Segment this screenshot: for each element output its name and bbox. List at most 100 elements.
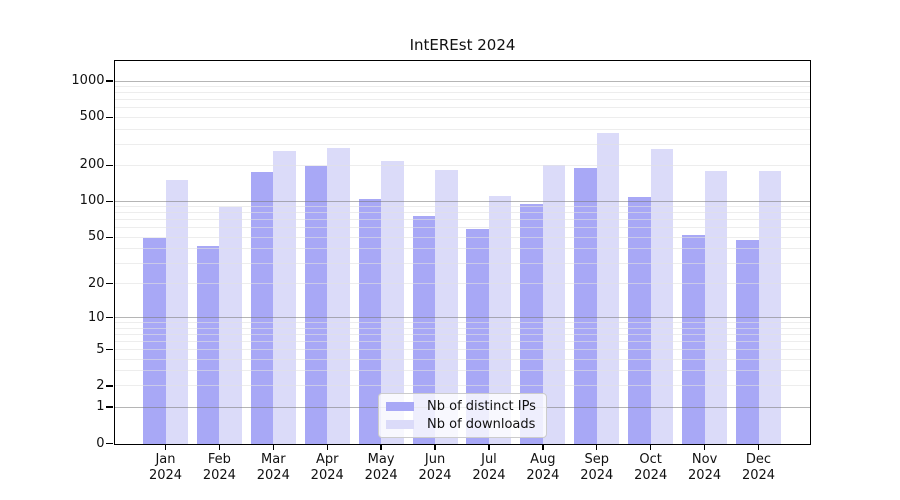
y-tick-label: 1000 (71, 73, 105, 89)
y-tick-label: 2 (96, 377, 105, 393)
x-tick-label: Sep 2024 (580, 451, 614, 484)
minor-gridline (114, 107, 810, 109)
minor-gridline (114, 116, 810, 118)
y-tick-mark (106, 317, 113, 319)
minor-gridline (114, 283, 810, 285)
minor-gridline (114, 227, 810, 229)
x-tick-label: Jan 2024 (148, 451, 183, 484)
bar-distinct-ips-oct (628, 197, 651, 444)
y-tick-label: 5 (96, 341, 105, 357)
minor-gridline (114, 212, 810, 214)
minor-gridline (114, 327, 810, 329)
x-tick-label: Nov 2024 (688, 451, 722, 484)
bar-downloads-mar (273, 151, 296, 444)
minor-gridline (114, 99, 810, 101)
minor-gridline (114, 206, 810, 208)
x-tick-mark (649, 445, 652, 450)
minor-gridline (114, 385, 810, 387)
legend-item-distinct-ips: Nb of distinct IPs (386, 399, 536, 414)
y-tick-mark (106, 80, 113, 82)
y-tick-mark (106, 442, 113, 445)
plot-area: 0 1 2 5 10 20 50 100 200 500 1000 Jan 2024 Feb 2024 M… (71, 59, 811, 483)
minor-gridline (114, 248, 810, 250)
y-tick-label: 10 (87, 309, 105, 325)
x-tick-label: Aug 2024 (526, 451, 560, 484)
x-tick-mark (542, 445, 544, 450)
x-tick-label: Jun 2024 (418, 451, 452, 484)
minor-gridline (114, 262, 810, 264)
x-tick-mark (434, 445, 436, 450)
bar-distinct-ips-dec (736, 240, 759, 444)
x-tick-mark (596, 445, 598, 450)
bar-distinct-ips-may (358, 198, 382, 444)
y-tick-mark (106, 283, 113, 285)
minor-gridline (114, 340, 810, 342)
x-tick-label: Mar 2024 (256, 451, 290, 484)
x-tick-mark (272, 445, 274, 450)
major-gridline (114, 200, 810, 202)
bar-downloads-oct (650, 149, 674, 444)
legend-swatch-downloads (386, 420, 414, 429)
bar-downloads-may (381, 160, 404, 444)
bar-downloads-feb (219, 206, 242, 444)
y-tick-mark (106, 385, 113, 387)
x-tick-mark (703, 445, 706, 450)
x-tick-mark (488, 445, 490, 450)
x-tick-label: Feb 2024 (202, 451, 236, 484)
y-tick-label: 1 (96, 399, 105, 415)
y-tick-mark (106, 164, 113, 166)
bar-downloads-sep (596, 132, 620, 444)
x-tick-mark (164, 445, 167, 450)
legend-swatch-distinct-ips (386, 402, 414, 411)
minor-gridline (114, 358, 810, 360)
minor-gridline (114, 92, 810, 94)
bar-distinct-ips-jun (412, 216, 436, 444)
minor-gridline (114, 370, 810, 372)
bar-distinct-ips-feb (196, 246, 220, 444)
minor-gridline (114, 322, 810, 324)
bar-downloads-jan (165, 179, 188, 444)
bar-downloads-jul (488, 195, 512, 444)
y-tick-label: 500 (79, 109, 105, 125)
x-tick-mark (380, 445, 382, 450)
bar-downloads-jun (435, 170, 458, 444)
y-tick-label: 20 (87, 275, 105, 291)
minor-gridline (114, 164, 810, 166)
x-tick-label: May 2024 (364, 451, 398, 484)
y-tick-mark (106, 348, 113, 351)
bar-downloads-nov (704, 171, 728, 444)
minor-gridline (114, 143, 810, 145)
chart-title: IntEREst 2024 (409, 36, 516, 54)
bar-distinct-ips-jan (143, 238, 166, 444)
y-tick-mark (106, 406, 113, 408)
bar-distinct-ips-mar (250, 171, 274, 444)
legend-label-downloads: Nb of downloads (427, 417, 536, 432)
y-tick-mark (106, 116, 113, 119)
minor-gridline (114, 333, 810, 335)
bar-distinct-ips-apr (304, 166, 328, 444)
minor-gridline (114, 86, 810, 88)
x-tick-mark (218, 445, 221, 450)
x-tick-label: Apr 2024 (310, 451, 344, 484)
bar-downloads-aug (542, 165, 566, 444)
minor-gridline (114, 128, 810, 130)
y-tick-mark (106, 200, 113, 203)
x-tick-mark (757, 445, 760, 450)
minor-gridline (114, 236, 810, 238)
x-tick-label: Dec 2024 (741, 451, 776, 484)
bar-distinct-ips-sep (574, 167, 597, 444)
x-tick-label: Oct 2024 (634, 451, 668, 484)
minor-gridline (114, 349, 810, 350)
major-gridline (114, 80, 810, 82)
bar-distinct-ips-nov (682, 235, 705, 444)
bar-downloads-apr (327, 148, 350, 444)
bar-distinct-ips-jul (466, 228, 489, 444)
x-tick-label: Jul 2024 (472, 451, 506, 484)
y-tick-label: 0 (96, 435, 105, 451)
legend-item-downloads: Nb of downloads (386, 417, 536, 432)
minor-gridline (114, 219, 810, 221)
x-tick-mark (326, 445, 328, 450)
y-tick-label: 200 (79, 157, 105, 173)
y-tick-label: 100 (79, 193, 105, 209)
